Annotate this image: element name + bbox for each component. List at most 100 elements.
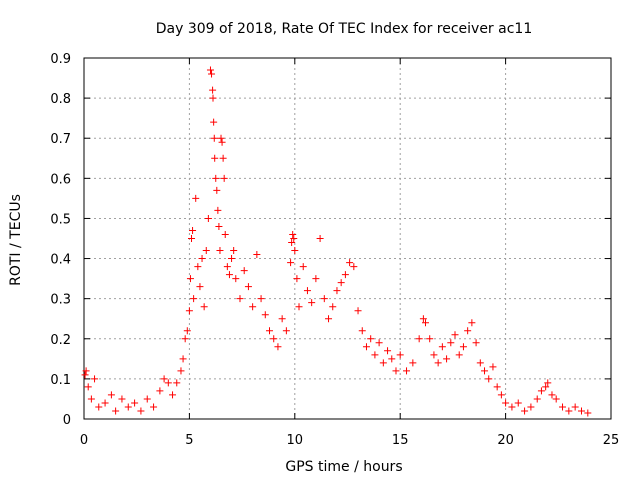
data-point-marker <box>415 335 423 343</box>
data-point-marker <box>362 343 370 351</box>
data-point-marker <box>392 367 400 375</box>
data-point-marker <box>548 391 556 399</box>
data-point-marker <box>183 327 191 335</box>
data-point-marker <box>409 359 417 367</box>
data-point-marker <box>295 303 303 311</box>
data-point-marker <box>367 335 375 343</box>
data-point-marker <box>464 327 472 335</box>
data-point-marker <box>468 319 476 327</box>
y-tick-label: 0.4 <box>50 253 71 268</box>
data-point-marker <box>218 138 226 146</box>
data-point-marker <box>236 295 244 303</box>
data-point-marker <box>137 407 145 415</box>
data-point-marker <box>160 375 168 383</box>
data-point-marker <box>230 247 238 255</box>
data-point-marker <box>443 355 451 363</box>
plot-frame <box>83 57 612 420</box>
data-point-marker <box>293 275 301 283</box>
data-point-marker <box>514 399 522 407</box>
data-point-marker <box>217 134 225 142</box>
data-point-marker <box>542 383 550 391</box>
data-point-marker <box>91 375 99 383</box>
data-point-marker <box>299 263 307 271</box>
data-point-marker <box>341 271 349 279</box>
data-point-marker <box>210 134 218 142</box>
data-point-marker <box>220 174 228 182</box>
y-tick-label: 0.3 <box>50 293 71 308</box>
data-point-marker <box>266 327 274 335</box>
data-point-marker <box>571 403 579 411</box>
data-point-marker <box>202 247 210 255</box>
data-point-marker <box>350 263 358 271</box>
data-point-marker <box>156 387 164 395</box>
data-point-marker <box>333 287 341 295</box>
data-point-marker <box>185 307 193 315</box>
data-point-marker <box>84 383 92 391</box>
y-tick-label: 0.6 <box>50 172 71 187</box>
data-point-marker <box>403 367 411 375</box>
data-point-marker <box>312 275 320 283</box>
data-point-marker <box>476 359 484 367</box>
x-tick-label: 5 <box>185 433 193 448</box>
data-point-marker <box>459 343 467 351</box>
chart-title: Day 309 of 2018, Rate Of TEC Index for r… <box>156 21 532 37</box>
y-tick-label: 0 <box>63 413 71 428</box>
data-point-marker <box>430 351 438 359</box>
data-point-marker <box>209 94 217 102</box>
data-point-marker <box>577 407 585 415</box>
data-point-marker <box>219 154 227 162</box>
data-point-marker <box>240 267 248 275</box>
data-point-marker <box>131 399 139 407</box>
data-point-marker <box>249 303 257 311</box>
data-point-marker <box>215 222 223 230</box>
data-point-marker <box>421 319 429 327</box>
data-point-marker <box>107 391 115 399</box>
data-point-marker <box>257 295 265 303</box>
data-point-marker <box>212 174 220 182</box>
data-point-marker <box>189 226 197 234</box>
data-point-marker <box>112 407 120 415</box>
x-tick-label: 15 <box>392 433 409 448</box>
x-tick-label: 25 <box>603 433 620 448</box>
data-point-marker <box>143 395 151 403</box>
data-point-marker <box>565 407 573 415</box>
data-point-marker <box>198 255 206 263</box>
data-point-marker <box>329 303 337 311</box>
data-point-marker <box>81 371 89 379</box>
data-point-marker <box>358 327 366 335</box>
x-axis-title: GPS time / hours <box>285 459 402 475</box>
data-point-marker <box>396 351 404 359</box>
data-point-marker <box>481 367 489 375</box>
data-point-marker <box>225 271 233 279</box>
data-point-marker <box>533 395 541 403</box>
data-point-marker <box>290 235 298 242</box>
data-point-marker <box>179 355 187 363</box>
data-point-marker <box>303 287 311 295</box>
data-point-marker <box>419 315 427 323</box>
data-point-marker <box>82 367 90 375</box>
data-point-marker <box>289 230 297 238</box>
data-point-marker <box>253 251 261 259</box>
data-point-marker <box>216 247 224 255</box>
data-point-marker <box>552 395 560 403</box>
data-point-marker <box>270 335 278 343</box>
data-point-marker <box>181 335 189 343</box>
axis-ticks <box>83 57 612 420</box>
data-point-marker <box>150 403 158 411</box>
data-point-marker <box>164 379 172 387</box>
data-point-marker <box>438 343 446 351</box>
data-point-marker <box>206 66 214 74</box>
data-point-marker <box>169 391 177 399</box>
data-point-marker <box>101 399 109 407</box>
data-point-marker <box>320 295 328 303</box>
data-point-marker <box>186 275 194 283</box>
grid <box>84 58 611 419</box>
data-point-marker <box>426 335 434 343</box>
data-point-marker <box>447 339 455 347</box>
data-point-marker <box>559 403 567 411</box>
y-axis-tick-labels: 0 0.1 0.2 0.3 0.4 0.5 0.6 0.7 0.8 0.9 <box>50 52 71 428</box>
data-point-marker <box>508 403 516 411</box>
data-point-marker <box>455 351 463 359</box>
data-point-marker <box>214 206 222 214</box>
data-point-marker <box>228 255 236 263</box>
